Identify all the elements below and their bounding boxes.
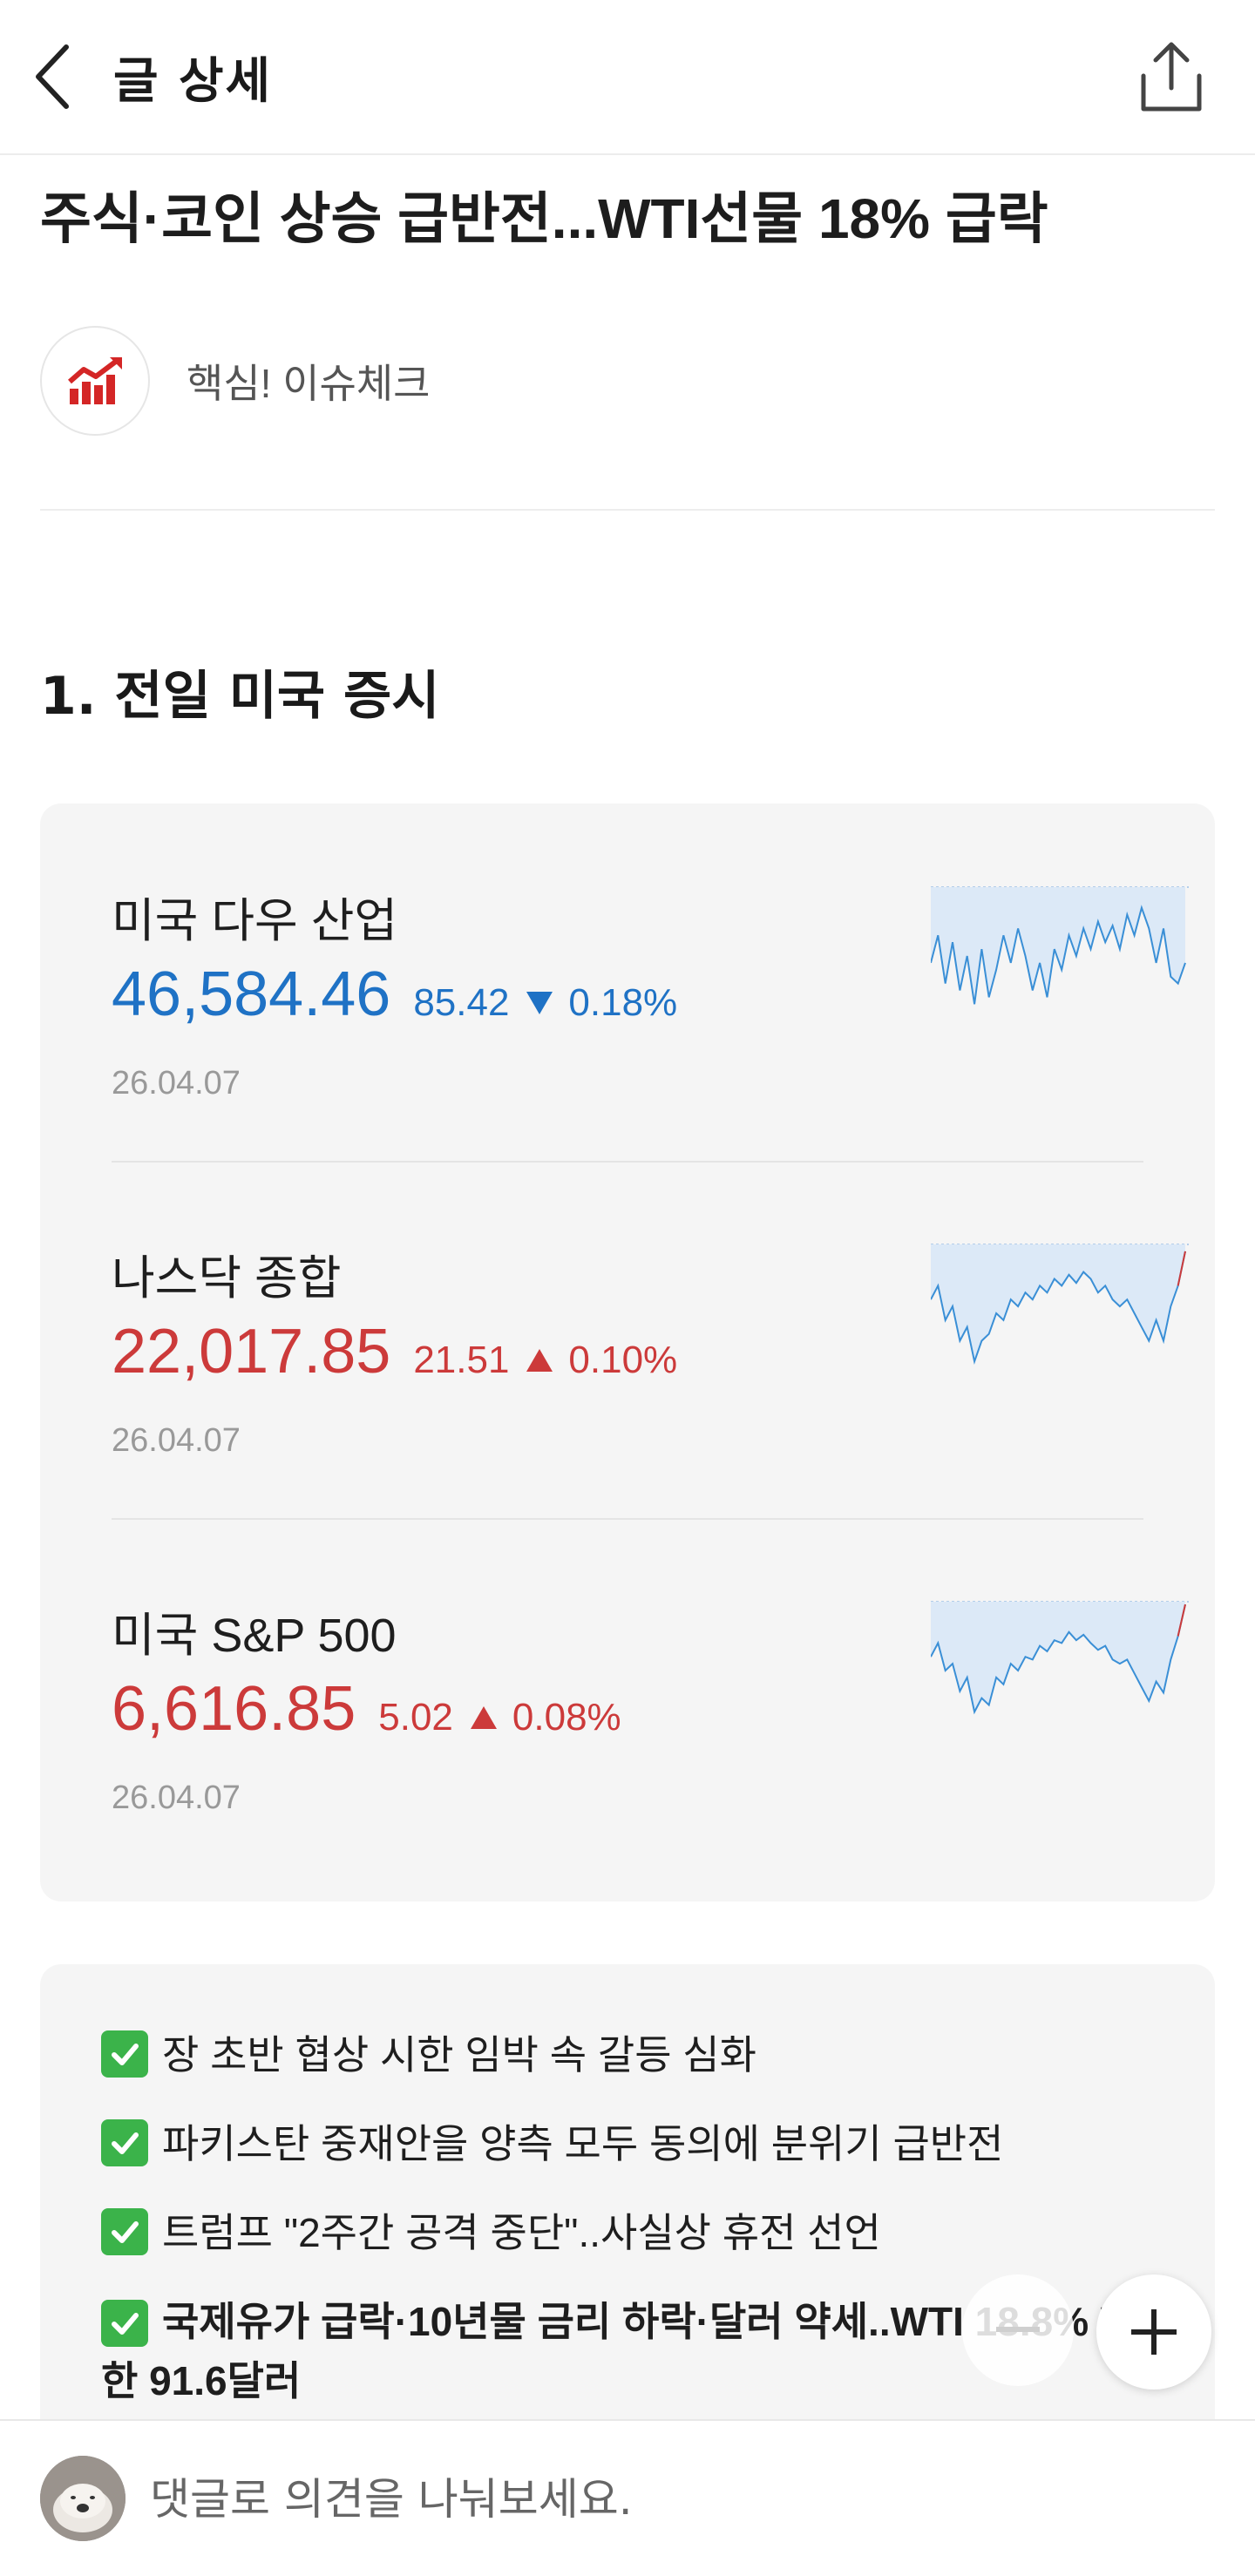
comment-input[interactable]	[150, 2464, 1196, 2534]
zoom-in-button[interactable]	[1096, 2274, 1211, 2390]
user-avatar[interactable]	[40, 2456, 126, 2541]
index-date: 26.04.07	[112, 1065, 241, 1102]
index-value-line: 22,017.85 21.51 0.10%	[112, 1316, 677, 1387]
index-date: 26.04.07	[112, 1779, 241, 1816]
index-value-line: 46,584.46 85.42 0.18%	[112, 959, 677, 1030]
index-row-nasdaq[interactable]: 나스닥 종합 22,017.85 21.51 0.10% 26.04.07	[112, 1161, 1189, 1518]
sparkline-last-segment	[1177, 1251, 1186, 1286]
section-title: 1. 전일 미국 증시	[40, 666, 440, 727]
rising-chart-icon	[68, 357, 122, 404]
change-amount: 85.42	[413, 981, 510, 1024]
author-row[interactable]: 핵심! 이슈체크	[40, 326, 430, 436]
news-item: 파키스탄 중재안을 양측 모두 동의에 분위기 급반전	[101, 2114, 1191, 2173]
sparkline-chart	[931, 1601, 1189, 1715]
zoom-out-button[interactable]	[962, 2274, 1074, 2386]
page-title: 글 상세	[113, 53, 273, 110]
triangle-up-icon	[470, 1706, 497, 1729]
sparkline-chart	[931, 1244, 1189, 1365]
share-button[interactable]	[1135, 38, 1208, 117]
sparkline-area	[931, 1602, 1185, 1712]
change-amount: 5.02	[378, 1696, 453, 1739]
sparkline-last-segment	[1177, 1603, 1186, 1637]
back-button[interactable]	[31, 40, 84, 113]
share-icon	[1141, 42, 1202, 112]
news-text: 장 초반 협상 시한 임박 속 갈등 심화	[162, 2032, 756, 2078]
sparkline-area	[931, 1244, 1185, 1362]
news-text: 트럼프 "2주간 공격 중단"..사실상 휴전 선언	[162, 2210, 881, 2255]
check-mark-icon	[101, 2208, 148, 2255]
plus-icon	[1131, 2309, 1177, 2355]
index-date: 26.04.07	[112, 1422, 241, 1459]
check-mark-icon	[101, 2030, 148, 2078]
sparkline-chart	[931, 886, 1189, 1005]
user-avatar-image	[40, 2456, 126, 2541]
index-name: 나스닥 종합	[112, 1252, 342, 1305]
market-indices-card: 미국 다우 산업 46,584.46 85.42 0.18% 26.04.07 …	[40, 803, 1215, 1901]
news-item: 장 초반 협상 시한 임박 속 갈등 심화	[101, 2025, 1191, 2085]
index-row-dow[interactable]: 미국 다우 산업 46,584.46 85.42 0.18% 26.04.07	[112, 803, 1189, 1161]
index-name: 미국 S&P 500	[112, 1610, 397, 1662]
minus-icon	[996, 2327, 1040, 2332]
author-avatar[interactable]	[40, 326, 150, 436]
sparkline-line	[931, 1603, 1186, 1715]
change-percent: 0.08%	[512, 1696, 621, 1739]
index-value: 46,584.46	[112, 959, 391, 1029]
change-amount: 21.51	[413, 1339, 510, 1381]
index-value-line: 6,616.85 5.02 0.08%	[112, 1673, 621, 1745]
news-text: 파키스탄 중재안을 양측 모두 동의에 분위기 급반전	[162, 2121, 1004, 2166]
triangle-up-icon	[526, 1349, 553, 1372]
check-mark-icon	[101, 2119, 148, 2166]
index-change: 85.42 0.18%	[413, 981, 677, 1025]
row-divider	[112, 1518, 1143, 1520]
chevron-left-icon	[36, 44, 69, 109]
index-row-sp500[interactable]: 미국 S&P 500 6,616.85 5.02 0.08% 26.04.07	[112, 1518, 1189, 1875]
index-value: 22,017.85	[112, 1317, 391, 1386]
index-change: 21.51 0.10%	[413, 1339, 677, 1382]
check-mark-icon	[101, 2300, 148, 2347]
sparkline-line	[931, 1251, 1186, 1365]
sparkline-area	[931, 887, 1185, 1005]
app-header: 글 상세	[0, 0, 1255, 155]
index-value: 6,616.85	[112, 1674, 356, 1744]
news-item: 트럼프 "2주간 공격 중단"..사실상 휴전 선언	[101, 2203, 1191, 2262]
index-change: 5.02 0.08%	[378, 1696, 621, 1739]
index-name: 미국 다우 산업	[112, 895, 398, 947]
sparkline-line	[931, 905, 1186, 1005]
row-divider	[112, 1161, 1143, 1163]
change-percent: 0.18%	[568, 981, 678, 1024]
comment-bar	[0, 2419, 1255, 2576]
divider	[40, 509, 1215, 511]
article-title: 주식·코인 상승 급반전...WTI선물 18% 급락	[40, 187, 1048, 250]
change-percent: 0.10%	[568, 1339, 678, 1381]
author-name[interactable]: 핵심! 이슈체크	[187, 361, 431, 406]
triangle-down-icon	[526, 992, 553, 1014]
